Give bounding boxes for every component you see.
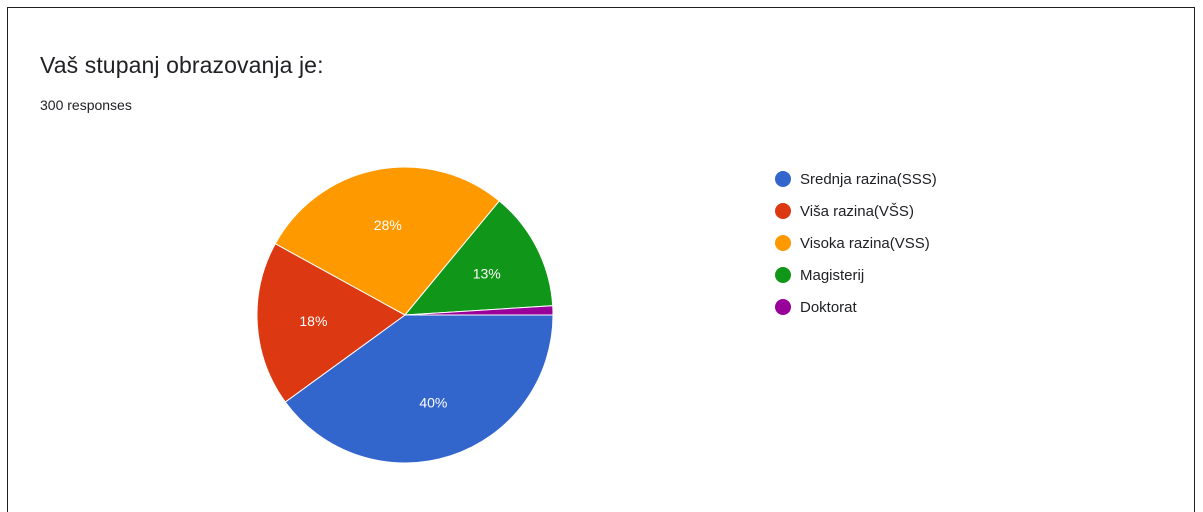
legend-swatch: [775, 299, 791, 315]
slice-label-srednja-razina-sss: 40%: [419, 394, 447, 410]
legend-label: Viša razina(VŠS): [800, 202, 914, 220]
legend-item-vi-a-razina-v-s[interactable]: Viša razina(VŠS): [775, 200, 937, 222]
legend-item-doktorat[interactable]: Doktorat: [775, 296, 937, 318]
legend-label: Doktorat: [800, 298, 857, 316]
chart-title: Vaš stupanj obrazovanja je:: [40, 52, 324, 78]
legend-swatch: [775, 267, 791, 283]
legend-swatch: [775, 203, 791, 219]
pie-slice-srednja-razina-sss[interactable]: [284, 314, 554, 464]
response-count: 300 responses: [40, 97, 132, 113]
pie-slice-doktorat[interactable]: [404, 305, 554, 316]
slice-label-magisterij: 13%: [473, 265, 501, 281]
legend-item-magisterij[interactable]: Magisterij: [775, 264, 937, 286]
legend-label: Srednja razina(SSS): [800, 170, 937, 188]
pie-slice-vi-a-razina-v-s[interactable]: [256, 243, 406, 403]
legend-item-srednja-razina-sss[interactable]: Srednja razina(SSS): [775, 168, 937, 190]
chart-legend: Srednja razina(SSS) Viša razina(VŠS) Visok…: [775, 168, 937, 328]
legend-label: Visoka razina(VSS): [800, 234, 930, 252]
legend-swatch: [775, 171, 791, 187]
legend-label: Magisterij: [800, 266, 865, 284]
legend-item-visoka-razina-vss[interactable]: Visoka razina(VSS): [775, 232, 937, 254]
pie-slice-visoka-razina-vss[interactable]: [274, 166, 501, 316]
chart-card: [7, 7, 1195, 512]
legend-swatch: [775, 235, 791, 251]
slice-label-vi-a-razina-v-s: 18%: [299, 313, 327, 329]
pie-slice-magisterij[interactable]: [403, 200, 554, 316]
slice-label-visoka-razina-vss: 28%: [374, 217, 402, 233]
